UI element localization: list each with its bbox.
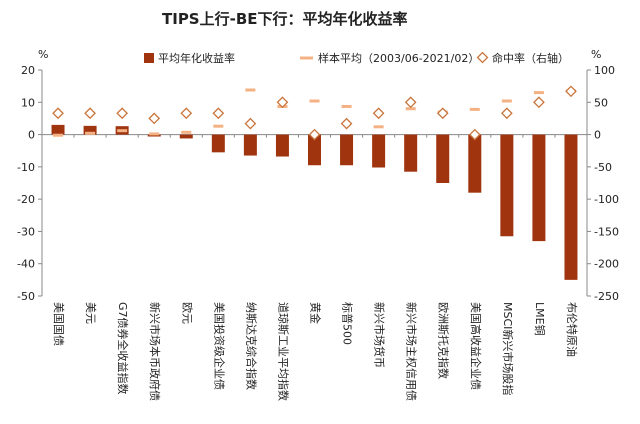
bar [179,134,193,139]
x-axis-label: 美国投资级企业债 [212,302,226,390]
x-axis-label: 美国国债 [52,302,66,346]
sample-average-marks [53,88,576,137]
hit-rate-marker [52,107,64,120]
right-tick-label: 50 [594,96,608,109]
right-tick-label: 0 [594,129,601,142]
bar [147,134,161,137]
legend: 平均年化收益率 样本平均（2003/06-2021/02） 命中率（右轴） [144,51,569,65]
right-tick-label: 100 [594,64,615,77]
x-axis-label: 新兴市场主权信用债 [405,302,419,401]
bar [308,134,321,166]
x-axis-label: 新兴市场本币政府债 [148,302,162,401]
left-tick-label: -50 [17,290,35,303]
x-axis-label: 美元 [84,302,97,324]
bar [564,134,578,280]
bar [436,134,450,183]
x-axis-label: G7债券全收益指数 [116,302,130,395]
bar [372,134,386,168]
bar [211,134,225,153]
right-tick-label: -200 [594,258,619,271]
x-axis-label: MSCI新兴市场股指 [501,302,515,395]
legend-dash-label: 样本平均（2003/06-2021/02） [318,51,479,65]
bar [243,134,257,156]
x-axis-label: 欧洲斯托克指数 [437,302,451,379]
bar [532,134,546,242]
bars [51,124,578,280]
bar [83,125,97,135]
legend-bar-swatch [144,53,154,63]
bar [275,134,289,157]
x-axis-label: 标普500 [341,302,355,345]
right-tick-label: -50 [594,161,612,174]
bar [500,134,514,237]
left-tick-label: 20 [21,64,35,77]
chart-title: TIPS上行-BE下行：平均年化收益率 [162,10,408,28]
x-axis-label: LME铜 [533,302,547,336]
hit-rate-marker [276,96,289,109]
x-axis-label: 美国高收益企业债 [469,302,483,390]
x-axis-label: 纳斯达克综合指数 [244,302,258,390]
hit-rate-marker [565,85,577,98]
left-tick-label: 10 [21,96,35,109]
left-tick-label: -20 [17,193,35,206]
bar [340,134,354,166]
hit-rate-marker [404,96,417,109]
hit-rate-marker [468,128,481,141]
left-tick-label: -40 [17,258,35,271]
hit-rate-marker [244,117,257,130]
hit-rate-markers [52,85,577,141]
hit-rate-marker [180,107,193,120]
hit-rate-marker [84,107,96,120]
hit-rate-marker [340,117,353,130]
legend-bar-label: 平均年化收益率 [158,51,235,65]
x-axis-label: 欧元 [180,302,193,324]
x-axis-label: 布伦特原油 [565,302,579,357]
hit-rate-marker [436,107,449,120]
hit-rate-marker [308,128,321,141]
hit-rate-marker [372,107,385,120]
x-axis-labels: 美国国债 美元 G7债券全收益指数 新兴市场本币政府债 欧元 美国投资级企业债 纳斯达克综合… [52,302,579,401]
hit-rate-marker [500,107,513,120]
left-tick-label: -10 [17,161,35,174]
bar [51,124,65,135]
right-tick-label: -100 [594,193,619,206]
right-axis-unit: % [591,48,601,61]
legend-diamond-label: 命中率（右轴） [492,51,569,65]
x-axis-label: 道琼斯工业平均指数 [276,302,290,401]
axes: 20100-10-20-30-40-50100500-50-100-150-20… [17,64,619,303]
left-tick-label: -30 [17,225,35,238]
x-axis-label: 新兴市场货币 [373,302,387,368]
hit-rate-marker [116,107,129,120]
left-axis-unit: % [38,48,48,61]
left-tick-label: 0 [28,129,35,142]
legend-diamond-swatch [476,51,489,64]
hit-rate-marker [212,107,225,120]
right-tick-label: -150 [594,225,619,238]
hit-rate-marker [148,112,161,125]
bar [404,134,418,172]
hit-rate-marker [533,96,545,109]
x-axis-label: 黄金 [309,302,323,324]
bar [468,134,482,193]
right-tick-label: -250 [594,290,619,303]
